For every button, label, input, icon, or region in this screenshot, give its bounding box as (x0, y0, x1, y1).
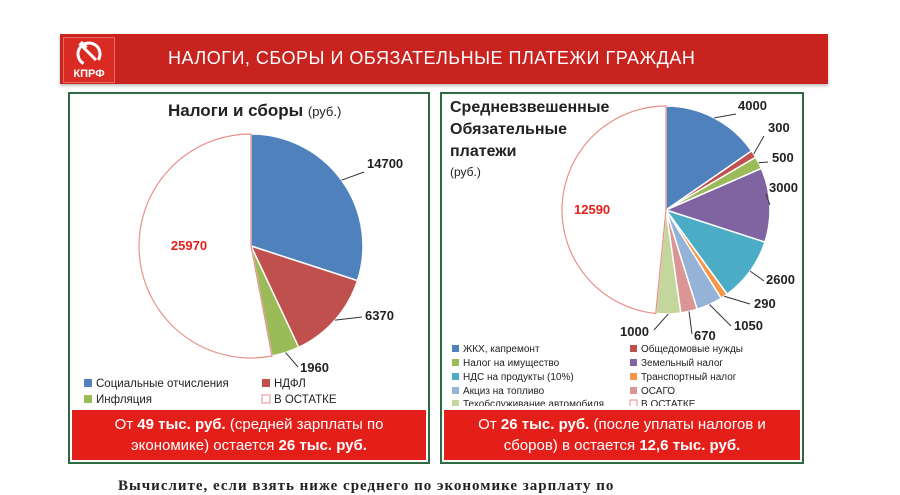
legend-swatch (262, 379, 270, 387)
chart-title-line-3: платежи (450, 143, 516, 160)
legend-swatch (261, 394, 271, 404)
page-title: НАЛОГИ, СБОРЫ И ОБЯЗАТЕЛЬНЫЕ ПЛАТЕЖИ ГРА… (168, 48, 696, 68)
pie-slice (250, 133, 364, 282)
legend-entry: ОСАГО (641, 386, 675, 397)
data-label: 500 (772, 150, 794, 165)
legend-entry: Налог на имущество (463, 358, 560, 369)
legend-swatch (630, 373, 637, 380)
pie-slice (665, 105, 753, 212)
legend-swatch (630, 359, 637, 366)
leader-line (653, 313, 669, 331)
chart-title-line-1: Средневзвешенные (450, 99, 609, 116)
legend-entry: Акциз на топливо (463, 386, 545, 397)
pie-slice (249, 244, 359, 349)
data-label: 1050 (734, 318, 763, 333)
leader-line (709, 304, 732, 327)
legend-entry: ЖКХ, капремонт (463, 344, 540, 355)
leader-line (758, 161, 769, 164)
data-label: 2600 (766, 272, 795, 287)
data-label: 290 (754, 296, 776, 311)
leader-line (285, 352, 299, 368)
leader-line (753, 135, 765, 155)
data-label: 3000 (769, 180, 798, 195)
legend-entry: Общедомовые нужды (641, 343, 743, 355)
legend-swatch (452, 359, 459, 366)
legend-swatch (84, 379, 92, 387)
data-label: 4000 (738, 98, 767, 113)
leader-line (714, 113, 737, 119)
chart-title: Налоги и сборы (руб.) (168, 101, 341, 120)
leader-line (724, 295, 751, 305)
header-banner: КПРФ НАЛОГИ, СБОРЫ И ОБЯЗАТЕЛЬНЫЕ ПЛАТЕЖ… (60, 34, 828, 84)
legend-entry: Социальные отчисления (96, 378, 229, 390)
data-label: 25970 (171, 238, 207, 253)
legend-entry: Транспортный налог (641, 372, 737, 383)
payments-footer: От 26 тыс. руб. (после уплаты налогов и … (444, 410, 800, 460)
legend-entry: В ОСТАТКЕ (274, 394, 337, 406)
legend-swatch (630, 387, 637, 394)
legend-entry: НДС на продукты (10%) (463, 372, 574, 383)
legend-swatch (452, 400, 459, 407)
hammer-sickle-icon (76, 40, 102, 67)
legend-swatch (84, 395, 92, 403)
panel-payments: Средневзвешенные Обязательные платежи (р… (440, 92, 804, 464)
leader-line (341, 171, 365, 181)
pie-slice (138, 133, 273, 359)
taxes-pie-chart: Налоги и сборы (руб.) 14700 6370 1960 25970… (84, 101, 403, 406)
legend-entry: Техобслуживание автомобиля (463, 398, 604, 406)
legend-entry: В ОСТАТКЕ (641, 399, 696, 406)
legend-swatch (452, 387, 459, 394)
legend-entry: НДФЛ (274, 378, 306, 390)
data-label: 1960 (300, 360, 329, 375)
leader-line (765, 193, 771, 206)
panel-taxes: Налоги и сборы (руб.) 14700 6370 1960 25970… (68, 92, 430, 464)
data-label: 14700 (367, 156, 403, 171)
legend-swatch (452, 373, 459, 380)
payments-pie-chart: Средневзвешенные Обязательные платежи (р… (450, 98, 798, 410)
legend-swatch (452, 345, 459, 352)
legend-swatch (630, 345, 637, 352)
logo-text: КПРФ (73, 68, 105, 80)
leader-line (688, 311, 693, 335)
body-text: Вычислите, если взять ниже среднего по э… (118, 478, 615, 494)
leader-line (334, 316, 363, 321)
legend-entry: Земельный налог (641, 358, 723, 369)
leader-line (749, 270, 765, 282)
taxes-footer: От 49 тыс. руб. (средней зарплаты по эко… (72, 410, 426, 460)
legend-entry: Инфляция (96, 394, 152, 406)
chart-title-line-2: Обязательные (450, 121, 567, 138)
data-label: 300 (768, 120, 790, 135)
chart-title-unit: (руб.) (450, 165, 481, 179)
data-label: 1000 (620, 324, 649, 339)
data-label: 12590 (574, 202, 610, 217)
data-label: 6370 (365, 308, 394, 323)
legend-swatch (629, 399, 638, 408)
pie-slice (561, 105, 667, 315)
kprf-logo: КПРФ (63, 37, 115, 83)
data-label: 670 (694, 328, 716, 343)
